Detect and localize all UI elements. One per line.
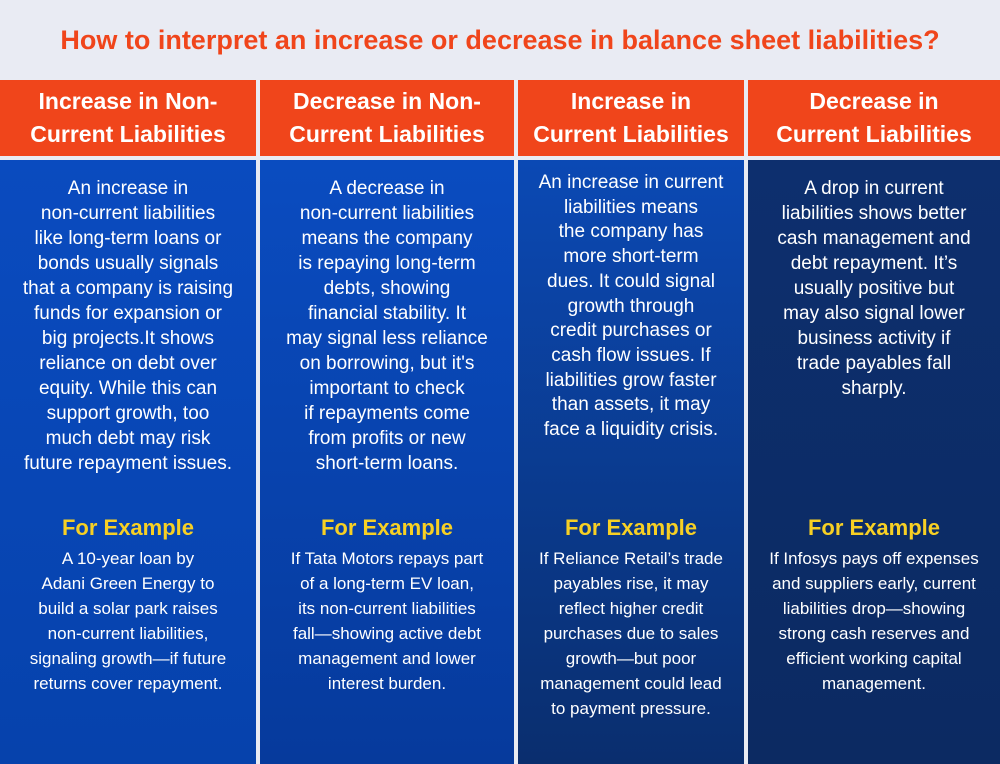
example-label: For Example: [564, 515, 698, 540]
example-text: If Reliance Retail’s trade payables rise…: [539, 549, 723, 718]
column-decrease-non-current: Decrease in Non- Current Liabilities A d…: [260, 80, 514, 764]
example-label: For Example: [61, 515, 195, 540]
column-body: An increase in current liabilities means…: [518, 160, 744, 764]
column-description: A decrease in non-current liabilities me…: [286, 178, 488, 474]
column-body: A drop in current liabilities shows bett…: [748, 160, 1000, 764]
example-text: A 10-year loan by Adani Green Energy to …: [29, 549, 227, 693]
page-title: How to interpret an increase or decrease…: [0, 0, 1000, 80]
example-label: For Example: [807, 515, 941, 540]
example-label: For Example: [320, 515, 454, 540]
column-heading: Decrease in Non- Current Liabilities: [260, 80, 514, 156]
column-increase-current: Increase in Current Liabilities An incre…: [518, 80, 744, 764]
column-increase-non-current: Increase in Non- Current Liabilities An …: [0, 80, 256, 764]
column-heading: Decrease in Current Liabilities: [748, 80, 1000, 156]
column-decrease-current: Decrease in Current Liabilities A drop i…: [748, 80, 1000, 764]
example-text: If Tata Motors repays part of a long-ter…: [290, 549, 484, 693]
column-description: An increase in current liabilities means…: [538, 172, 724, 441]
column-body: An increase in non-current liabilities l…: [0, 160, 256, 764]
column-heading: Increase in Non- Current Liabilities: [0, 80, 256, 156]
column-description: An increase in non-current liabilities l…: [22, 178, 234, 474]
column-body: A decrease in non-current liabilities me…: [260, 160, 514, 764]
column-description: A drop in current liabilities shows bett…: [777, 178, 971, 399]
column-heading: Increase in Current Liabilities: [518, 80, 744, 156]
example-text: If Infosys pays off expenses and supplie…: [769, 549, 979, 693]
